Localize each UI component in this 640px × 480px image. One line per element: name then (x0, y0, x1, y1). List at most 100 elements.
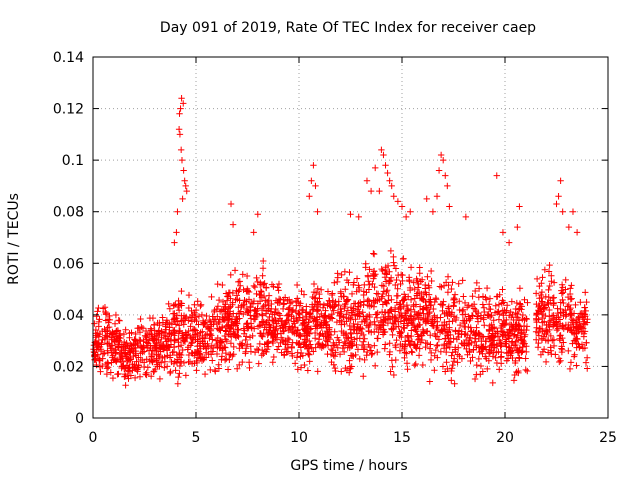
data-point (474, 318, 482, 325)
data-point (174, 380, 182, 387)
data-point (535, 316, 542, 323)
data-point (365, 328, 373, 335)
data-point (444, 273, 452, 280)
data-point (475, 285, 483, 292)
data-point (466, 316, 473, 324)
data-point (171, 337, 178, 345)
data-point (150, 367, 158, 375)
data-point (171, 239, 178, 246)
data-point (443, 344, 450, 352)
data-point (299, 317, 306, 324)
data-point (185, 317, 192, 324)
data-point (516, 305, 523, 312)
x-tick-label: 0 (89, 430, 98, 446)
data-point (380, 151, 387, 159)
data-point (192, 327, 200, 334)
data-point (493, 293, 500, 300)
data-point (495, 308, 502, 315)
data-point (392, 344, 400, 351)
data-point (254, 311, 261, 319)
data-point (324, 300, 331, 307)
data-point (431, 352, 438, 359)
data-point (548, 272, 555, 279)
data-point (147, 373, 155, 380)
data-point (354, 303, 362, 311)
data-point (465, 302, 472, 309)
data-point (136, 328, 144, 336)
data-point (134, 342, 142, 349)
data-point (270, 283, 277, 290)
data-point (459, 306, 467, 313)
data-point (337, 305, 344, 313)
data-point (557, 177, 564, 184)
data-point (356, 284, 363, 291)
data-point (142, 370, 149, 378)
data-point (233, 313, 240, 321)
data-point (218, 307, 226, 314)
data-point (574, 335, 581, 343)
data-point (448, 285, 455, 293)
data-point (434, 341, 441, 349)
x-axis-label: GPS time / hours (290, 458, 407, 474)
data-point (550, 300, 557, 307)
data-point (579, 310, 587, 318)
data-point (305, 329, 312, 337)
data-point (194, 298, 201, 305)
data-point (544, 349, 552, 356)
data-point (237, 282, 244, 289)
data-point (374, 335, 382, 342)
data-point (387, 368, 394, 375)
data-point (180, 334, 187, 341)
data-point (178, 300, 185, 307)
data-point (565, 223, 573, 231)
data-point (507, 308, 514, 316)
data-point (424, 273, 431, 280)
data-point (215, 361, 222, 368)
data-point (160, 332, 168, 339)
data-point (558, 287, 565, 294)
data-point (499, 286, 506, 293)
data-point (258, 281, 266, 288)
data-point (439, 307, 446, 315)
chart-title: Day 091 of 2019, Rate Of TEC Index for r… (160, 20, 536, 36)
data-point (521, 331, 529, 338)
data-point (403, 360, 411, 367)
data-point (340, 314, 348, 321)
data-point (295, 298, 302, 306)
data-point (210, 344, 217, 352)
data-point (388, 357, 396, 364)
data-point (522, 366, 529, 374)
data-point (340, 293, 348, 300)
data-point (180, 321, 187, 328)
data-point (206, 335, 213, 342)
data-point (143, 356, 150, 363)
data-point (275, 287, 282, 294)
data-point (198, 311, 206, 319)
data-point (103, 339, 111, 347)
data-point (437, 300, 445, 308)
data-point (153, 329, 161, 337)
data-point (176, 322, 183, 329)
data-point (473, 279, 480, 287)
data-point (499, 229, 507, 236)
data-point (318, 321, 325, 329)
data-point (145, 337, 153, 344)
data-point (336, 312, 343, 320)
data-point (176, 370, 183, 377)
data-point (311, 295, 318, 302)
data-point (471, 287, 479, 295)
data-point (427, 356, 435, 364)
data-point (449, 279, 456, 286)
data-point (314, 368, 321, 375)
data-point (227, 303, 234, 310)
data-point (564, 293, 572, 301)
data-point (504, 329, 511, 337)
data-point (291, 320, 298, 327)
data-point (269, 359, 276, 366)
data-point (215, 296, 223, 304)
data-point (148, 326, 155, 334)
data-point (508, 321, 515, 329)
data-point (149, 358, 156, 366)
data-point (311, 335, 319, 342)
data-point (253, 290, 260, 298)
